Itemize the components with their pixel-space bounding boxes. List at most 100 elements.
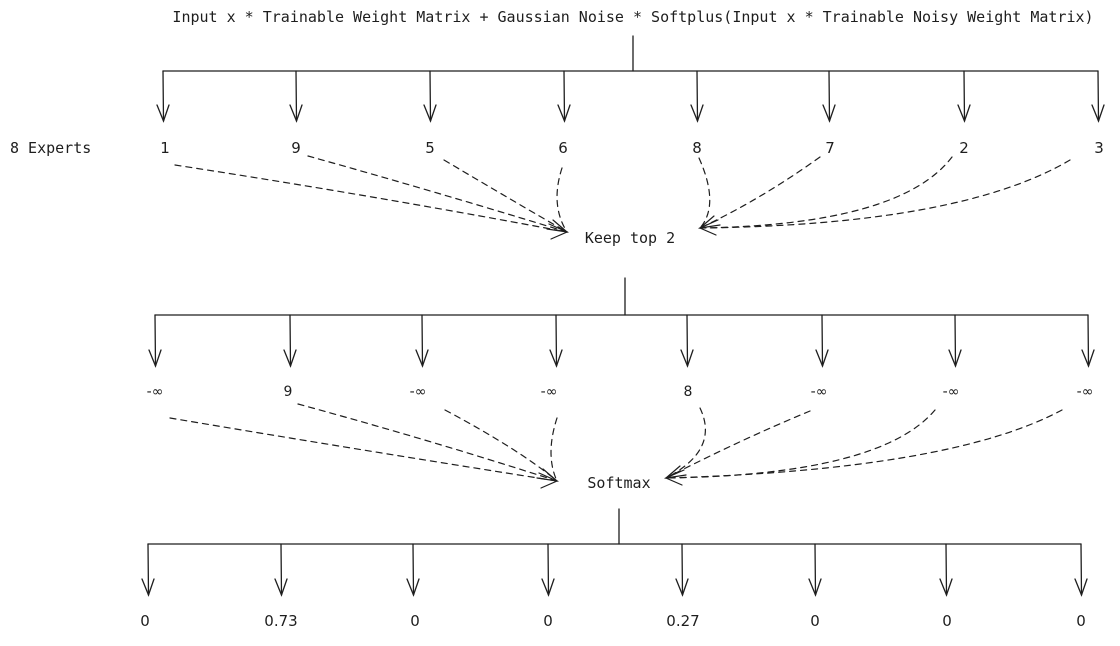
arrowhead-left-cluster <box>546 219 569 240</box>
dashed-arrow <box>297 403 558 482</box>
arrowhead <box>690 104 704 123</box>
tree-branch-arrow <box>945 543 948 596</box>
arrowhead <box>822 104 836 123</box>
arrowhead <box>148 349 162 368</box>
softmax-arrows <box>169 403 1063 489</box>
expert-score: 1 <box>160 139 170 157</box>
tree-branch-arrow <box>429 70 432 122</box>
masked-score: -∞ <box>147 384 164 400</box>
expert-score: 9 <box>291 139 301 157</box>
probability-value: 0.27 <box>666 612 699 630</box>
dashed-arrow <box>174 164 568 233</box>
arrowhead <box>680 349 694 368</box>
softmax-label: Softmax <box>587 474 650 492</box>
formula-text: Input x * Trainable Weight Matrix + Gaus… <box>172 8 1093 26</box>
keep-top-2-label: Keep top 2 <box>585 229 675 247</box>
arrowhead <box>141 578 155 597</box>
arrowhead <box>274 578 288 597</box>
expert-score: 6 <box>558 139 568 157</box>
tree-branch-arrow <box>412 543 415 596</box>
arrowhead <box>675 578 689 597</box>
tree-branch-arrow <box>280 543 283 596</box>
arrowhead <box>283 349 297 368</box>
dashed-arrow <box>665 409 936 479</box>
probability-value: 0 <box>810 612 820 630</box>
dashed-arrow <box>556 167 568 233</box>
dashed-arrow <box>699 156 953 229</box>
expert-score: 3 <box>1094 139 1104 157</box>
arrowhead-left-cluster <box>536 468 559 489</box>
dashed-arrow <box>169 417 558 482</box>
tree-branch-arrow <box>954 314 957 367</box>
dashed-arrow <box>443 159 568 233</box>
dashed-arrow <box>698 157 711 229</box>
expert-score: 2 <box>959 139 969 157</box>
probabilities-row: 0 0.73 0 0 0.27 0 0 0 <box>140 612 1086 630</box>
arrowhead <box>423 104 437 123</box>
masked-scores-fanout <box>148 277 1095 368</box>
topk-arrows <box>174 155 1071 240</box>
tree-branch-arrow <box>1097 70 1100 122</box>
dashed-arrow <box>307 155 568 233</box>
tree-branch-arrow <box>421 314 424 367</box>
arrowhead <box>415 349 429 368</box>
dashed-arrow <box>699 156 821 229</box>
arrowhead <box>541 578 555 597</box>
tree-branch-arrow <box>289 314 292 367</box>
tree-branch-arrow <box>681 543 684 596</box>
masked-score: 8 <box>684 384 693 400</box>
arrowhead <box>1081 349 1095 368</box>
dashed-arrow <box>665 410 811 479</box>
tree-branch-arrow <box>821 314 824 367</box>
arrowhead <box>557 104 571 123</box>
masked-score: -∞ <box>1077 384 1094 400</box>
tree-branch-arrow <box>1087 314 1090 367</box>
probability-value: 0 <box>140 612 150 630</box>
arrowhead <box>1091 104 1105 123</box>
tree-branch-arrow <box>828 70 831 122</box>
tree-branch-arrow <box>147 543 150 596</box>
tree-branch-arrow <box>295 70 298 122</box>
tree-branch-arrow <box>686 314 689 367</box>
arrowhead <box>957 104 971 123</box>
probability-value: 0 <box>543 612 553 630</box>
arrowhead <box>156 104 170 123</box>
experts-label: 8 Experts <box>10 139 91 157</box>
arrowhead <box>289 104 303 123</box>
masked-score: -∞ <box>541 384 558 400</box>
dashed-arrow <box>444 409 558 482</box>
probability-value: 0 <box>942 612 952 630</box>
dashed-arrow <box>665 409 1063 479</box>
masked-scores-row: -∞ 9 -∞ -∞ 8 -∞ -∞ -∞ <box>147 384 1094 400</box>
dashed-arrow <box>550 417 558 482</box>
tree-branch-arrow <box>547 543 550 596</box>
expert-scores-row: 1 9 5 6 8 7 2 3 <box>160 139 1104 157</box>
masked-score: 9 <box>284 384 293 400</box>
arrowhead <box>549 349 563 368</box>
probability-value: 0 <box>1076 612 1086 630</box>
expert-score: 7 <box>825 139 835 157</box>
tree-branch-arrow <box>555 314 558 367</box>
tree-branch-arrow <box>814 543 817 596</box>
tree-branch-arrow <box>963 70 966 122</box>
arrowhead <box>815 349 829 368</box>
dashed-arrow <box>699 159 1071 229</box>
arrowhead <box>808 578 822 597</box>
tree-branch-arrow <box>1080 543 1083 596</box>
masked-score: -∞ <box>811 384 828 400</box>
tree-branch-arrow <box>154 314 157 367</box>
arrowhead <box>939 578 953 597</box>
arrowhead-right-cluster <box>698 215 721 236</box>
probability-value: 0.73 <box>264 612 297 630</box>
arrowhead-right-cluster <box>664 465 687 486</box>
expert-score: 5 <box>425 139 435 157</box>
masked-score: -∞ <box>943 384 960 400</box>
tree-branch-arrow <box>162 70 165 122</box>
tree-branch-arrow <box>563 70 566 122</box>
arrowhead <box>1074 578 1088 597</box>
tree-branch-arrow <box>696 70 699 122</box>
expert-scores-fanout <box>156 35 1105 123</box>
arrowhead <box>406 578 420 597</box>
probabilities-fanout <box>141 508 1088 597</box>
